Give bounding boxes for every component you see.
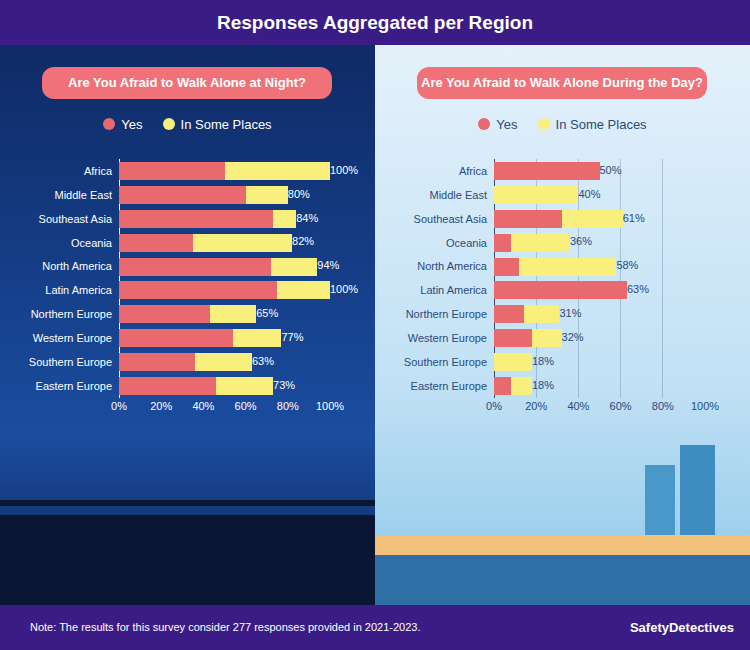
html-text:In Some Places: In Some Places	[180, 117, 272, 132]
svg-text:Southeast Asia: Southeast Asia	[414, 213, 488, 225]
svg-text:Northern Europe: Northern Europe	[31, 308, 112, 320]
svg-text:Southern Europe: Southern Europe	[404, 356, 487, 368]
svg-text:80%: 80%	[288, 188, 310, 200]
svg-text:100%: 100%	[330, 164, 358, 176]
svg-text:Oceania: Oceania	[71, 237, 113, 249]
svg-text:94%: 94%	[317, 259, 339, 271]
svg-text:Latin America: Latin America	[45, 284, 113, 296]
svg-text:20%: 20%	[525, 400, 547, 412]
svg-text:40%: 40%	[567, 400, 589, 412]
svg-text:77%: 77%	[281, 331, 303, 343]
svg-text:63%: 63%	[627, 283, 649, 295]
svg-text:Eastern Europe: Eastern Europe	[36, 380, 112, 392]
html-text:In Some Places: In Some Places	[555, 117, 647, 132]
svg-text:100%: 100%	[691, 400, 719, 412]
svg-text:60%: 60%	[235, 400, 257, 412]
svg-text:Southeast Asia: Southeast Asia	[39, 213, 113, 225]
svg-text:Southern Europe: Southern Europe	[29, 356, 112, 368]
svg-text:82%: 82%	[292, 235, 314, 247]
svg-text:40%: 40%	[192, 400, 214, 412]
svg-text:Northern Europe: Northern Europe	[406, 308, 487, 320]
svg-text:0%: 0%	[111, 400, 127, 412]
svg-text:Middle East: Middle East	[430, 189, 487, 201]
svg-text:61%: 61%	[623, 212, 645, 224]
svg-text:Western Europe: Western Europe	[33, 332, 112, 344]
svg-text:58%: 58%	[616, 259, 638, 271]
svg-text:18%: 18%	[532, 355, 554, 367]
svg-text:84%: 84%	[296, 212, 318, 224]
svg-text:100%: 100%	[316, 400, 344, 412]
svg-text:36%: 36%	[570, 235, 592, 247]
html-text:Are You Afraid to Walk Alone D: Are You Afraid to Walk Alone During the …	[421, 75, 703, 90]
svg-text:Africa: Africa	[459, 165, 488, 177]
svg-text:80%: 80%	[277, 400, 299, 412]
svg-text:Oceania: Oceania	[446, 237, 488, 249]
html-text:Note: The results for this sur: Note: The results for this survey consid…	[30, 621, 421, 633]
svg-text:73%: 73%	[273, 379, 295, 391]
svg-text:100%: 100%	[330, 283, 358, 295]
html-text:Yes: Yes	[496, 117, 518, 132]
svg-text:North America: North America	[42, 260, 113, 272]
svg-text:0%: 0%	[486, 400, 502, 412]
svg-text:20%: 20%	[150, 400, 172, 412]
svg-text:Western Europe: Western Europe	[408, 332, 487, 344]
svg-text:63%: 63%	[252, 355, 274, 367]
svg-text:Middle East: Middle East	[55, 189, 112, 201]
svg-text:Latin America: Latin America	[420, 284, 488, 296]
svg-text:North America: North America	[417, 260, 488, 272]
svg-text:65%: 65%	[256, 307, 278, 319]
html-text:SafetyDetectives: SafetyDetectives	[629, 620, 734, 635]
svg-text:31%: 31%	[559, 307, 581, 319]
html-text:Responses Aggregated per Regio: Responses Aggregated per Region	[217, 12, 533, 33]
svg-text:Africa: Africa	[84, 165, 113, 177]
svg-text:50%: 50%	[600, 164, 622, 176]
html-text:Yes: Yes	[121, 117, 143, 132]
svg-text:80%: 80%	[652, 400, 674, 412]
html-text:Are You Afraid to Walk Alone a: Are You Afraid to Walk Alone at Night?	[68, 75, 306, 90]
svg-text:40%: 40%	[578, 188, 600, 200]
svg-text:18%: 18%	[532, 379, 554, 391]
svg-text:32%: 32%	[562, 331, 584, 343]
svg-text:Eastern Europe: Eastern Europe	[411, 380, 487, 392]
svg-text:60%: 60%	[610, 400, 632, 412]
